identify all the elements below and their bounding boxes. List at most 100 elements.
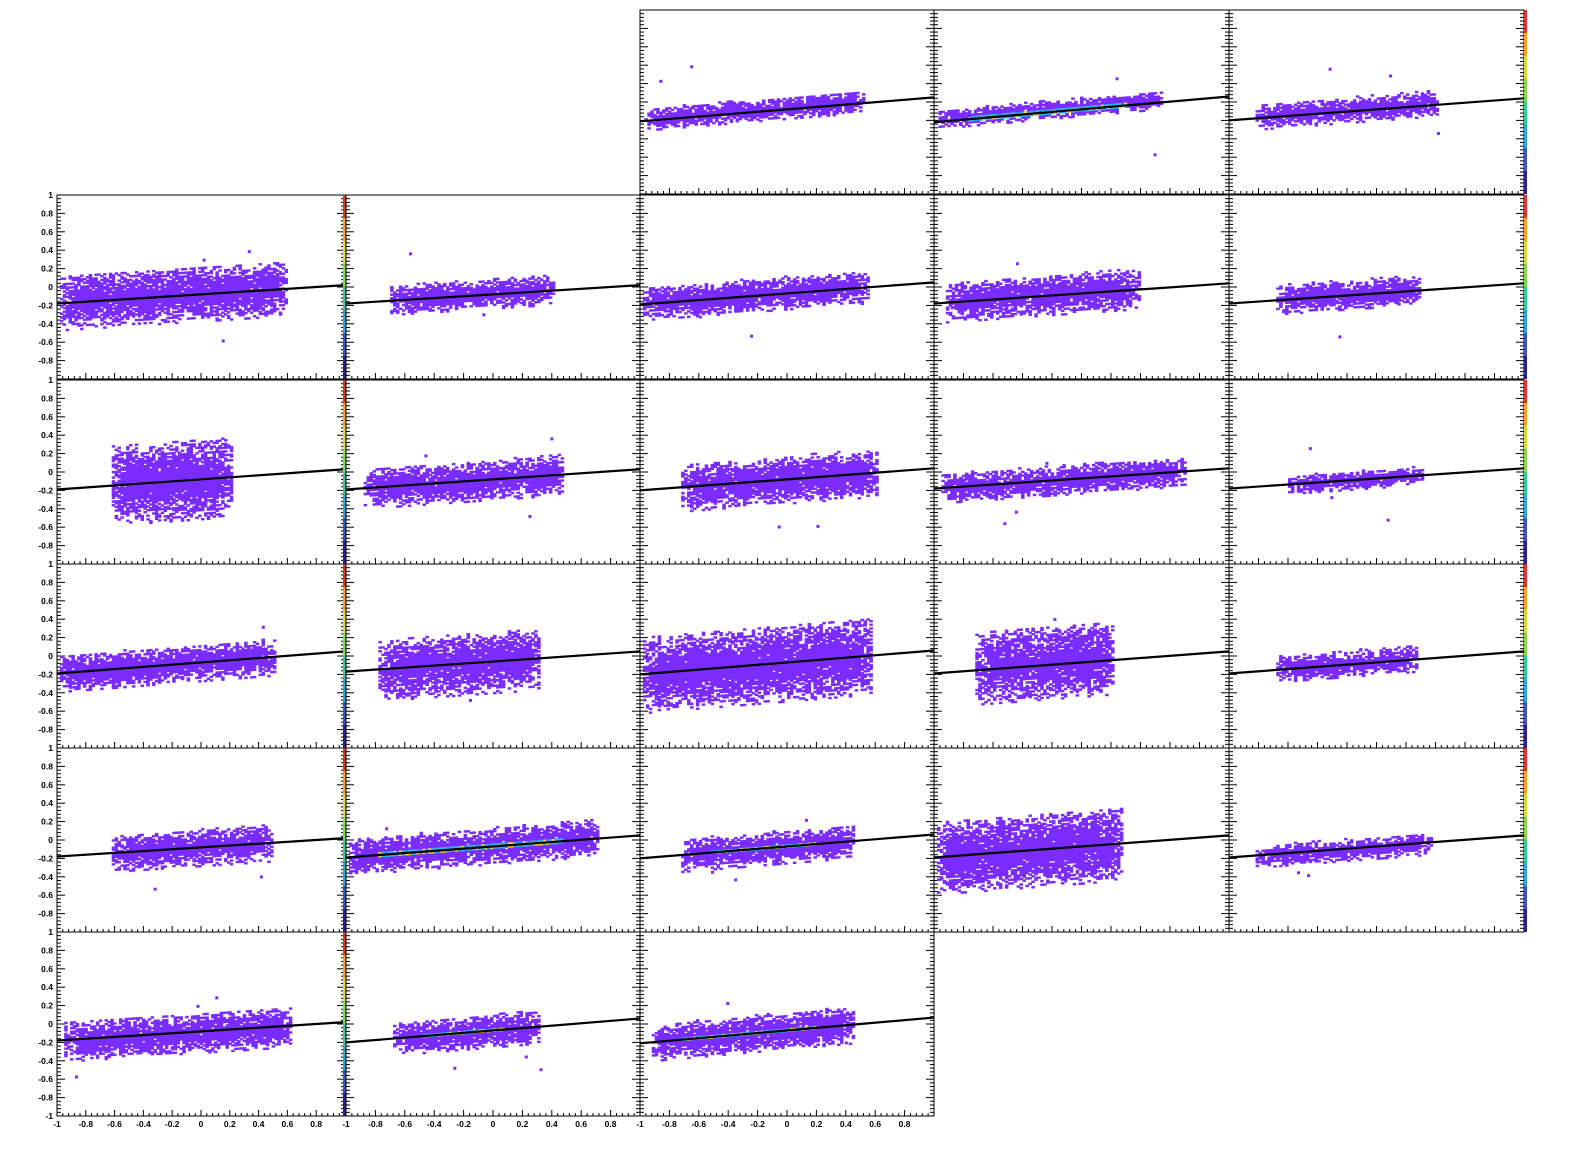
hist-bin [1154, 153, 1157, 156]
hist-bin [705, 283, 709, 285]
hist-bin [677, 125, 681, 127]
hist-bin [514, 278, 518, 280]
hist-bin [1433, 97, 1437, 99]
hist-bin [1362, 121, 1366, 123]
y-tick-label: -0.6 [38, 337, 53, 347]
palette-cell [1524, 79, 1527, 102]
hist-bin [840, 302, 844, 304]
hist-bin [552, 281, 556, 283]
hist-bin [192, 317, 195, 319]
hist-bin [862, 93, 866, 95]
hist-bin [204, 307, 207, 309]
hist-bin [80, 274, 83, 276]
hist-bin [175, 322, 178, 324]
hist-bin [402, 313, 406, 315]
hist-bin [549, 302, 553, 304]
hist-bin [1053, 115, 1057, 117]
y-tick-label: -0.4 [38, 319, 53, 329]
hist-bin [256, 317, 259, 319]
palette-cell [1524, 171, 1527, 194]
hist-bin [1436, 108, 1440, 110]
hist-bin [227, 315, 230, 317]
hist-bin [166, 320, 169, 322]
hist-bin [192, 267, 195, 269]
hist-bin [149, 322, 152, 324]
y-tick-label: 1 [48, 190, 53, 200]
hist-bin [276, 308, 279, 310]
hist-bin [178, 318, 181, 320]
hist-bin [89, 274, 92, 276]
panel-r1-c0: 10.80.60.40.20-0.2-0.4-0.6-0.8 [38, 190, 346, 379]
hist-bin [204, 267, 207, 269]
hist-bin [267, 264, 270, 266]
hist-bin [1065, 113, 1069, 115]
y-tick-label: 0.4 [41, 245, 53, 255]
hist-bin [203, 259, 206, 262]
hist-bin [1264, 128, 1268, 130]
hist-bin [859, 106, 863, 108]
hist-bin [285, 269, 288, 271]
hist-bin [1154, 92, 1158, 94]
hist-bin [977, 124, 981, 126]
hist-bin [1071, 97, 1075, 99]
hist-bin [1160, 91, 1164, 93]
panel-r0-c2 [640, 10, 934, 194]
hist-bin [947, 125, 951, 127]
hist-bin [1329, 123, 1333, 125]
hist-bin [1267, 107, 1271, 109]
hist-bin [1415, 117, 1419, 119]
y-axis-labels: 10.80.60.40.20-0.2-0.4-0.6-0.8 [38, 190, 53, 366]
y-tick-label: 0 [48, 282, 53, 292]
hist-bin [681, 285, 685, 287]
hist-bin [175, 268, 178, 270]
palette-cell [1524, 10, 1527, 33]
hist-bin [686, 124, 690, 126]
hist-bin [787, 277, 791, 279]
hist-bin [1116, 77, 1119, 80]
hist-bin [1320, 100, 1324, 102]
y-tick-label: 0.8 [41, 208, 53, 218]
hist-bin [1421, 114, 1425, 116]
panel-r1-c1 [346, 195, 640, 379]
color-palette [1524, 10, 1527, 194]
hist-bin [809, 116, 813, 118]
palette-cell [1524, 33, 1527, 56]
hist-bin [859, 110, 863, 112]
hist-bin [443, 283, 447, 285]
hist-bin [690, 65, 693, 68]
hist-bin [259, 263, 262, 265]
hist-bin [390, 286, 394, 288]
hist-bin [724, 123, 728, 125]
hist-bin [659, 128, 663, 130]
hist-bin [665, 126, 669, 128]
hist-bin [986, 105, 990, 107]
panels-layer: 10.80.60.40.20-0.2-0.4-0.6-0.810.80.60.4… [38, 10, 1527, 1129]
hist-bin [699, 285, 703, 287]
hist-bin [218, 319, 221, 321]
panel-r1-c2 [640, 195, 934, 379]
hist-bin [838, 93, 842, 95]
hist-bin [759, 120, 763, 122]
hist-bin [273, 303, 276, 305]
hist-bin [1009, 121, 1013, 123]
hist-bin [282, 308, 285, 310]
hist-bin [464, 305, 468, 307]
hist-bin [800, 96, 804, 98]
hist-bin [1436, 113, 1440, 115]
hist-bin [856, 92, 860, 94]
hist-bin [837, 275, 841, 277]
hist-bin [862, 97, 866, 99]
hist-bin [1142, 110, 1146, 112]
hist-bin [841, 111, 845, 113]
hist-bin [63, 277, 66, 279]
hist-bin [184, 268, 187, 270]
hist-bin [672, 287, 676, 289]
hist-bin [1270, 127, 1274, 129]
hist-bin [687, 316, 691, 318]
hist-bin [431, 309, 435, 311]
hist-bin [103, 273, 106, 275]
hist-bin [853, 109, 857, 111]
hist-bin [1312, 100, 1316, 102]
hist-bin [762, 99, 766, 101]
